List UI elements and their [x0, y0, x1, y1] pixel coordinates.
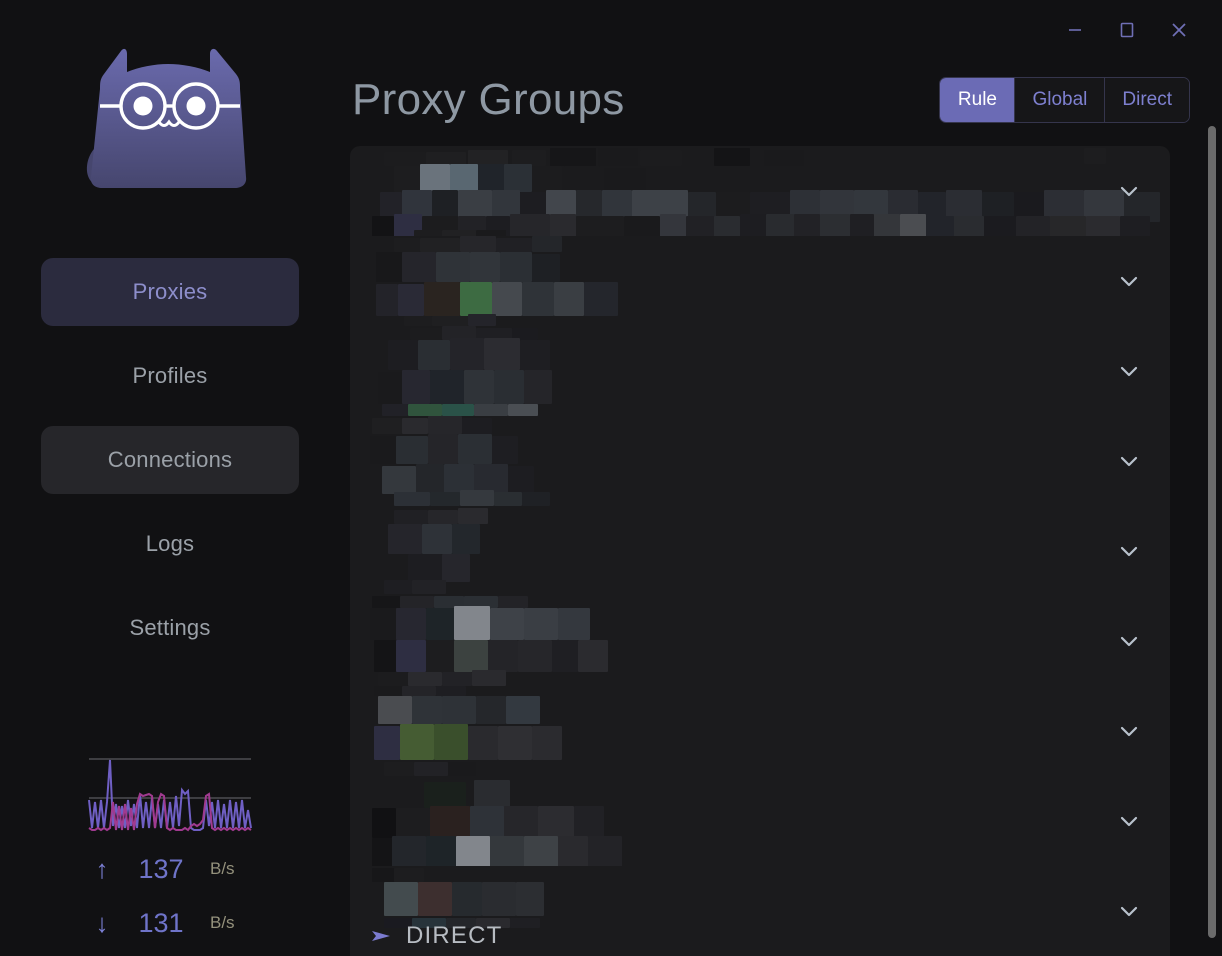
- arrow-down-icon: ↓: [95, 908, 109, 938]
- sidebar-item-label: Proxies: [132, 279, 208, 304]
- proxy-group-row[interactable]: [350, 236, 1170, 326]
- vertical-scrollbar[interactable]: [1208, 120, 1216, 950]
- proxy-group-row[interactable]: [350, 776, 1170, 866]
- proxy-group-row[interactable]: [350, 596, 1170, 686]
- sidebar-item-settings[interactable]: Settings: [41, 594, 299, 662]
- direct-proxy-label: DIRECT: [406, 922, 503, 949]
- proxy-group-row[interactable]: [350, 416, 1170, 506]
- sidebar-item-label: Settings: [129, 615, 211, 640]
- close-button[interactable]: [1156, 12, 1202, 48]
- app-logo: [60, 22, 280, 222]
- sidebar-item-logs[interactable]: Logs: [41, 510, 299, 578]
- chevron-down-icon[interactable]: [1116, 538, 1142, 564]
- sidebar-item-label: Logs: [145, 531, 195, 556]
- download-speed-value: 131: [138, 907, 184, 938]
- redacted-group-name: [350, 236, 1170, 326]
- page-header: Proxy Groups Rule Global Direct: [340, 58, 1222, 142]
- minimize-icon: [1069, 29, 1081, 31]
- redacted-group-name: [350, 686, 1170, 776]
- sidebar-item-profiles[interactable]: Profiles: [41, 342, 299, 410]
- mode-button-direct[interactable]: Direct: [1105, 78, 1189, 122]
- send-arrow-icon: [370, 925, 392, 947]
- chevron-down-icon[interactable]: [1116, 628, 1142, 654]
- traffic-panel: ↑ 137 B/s ↓ 131 B/s: [0, 750, 340, 950]
- proxy-group-row[interactable]: [350, 686, 1170, 776]
- window-titlebar: [340, 0, 1222, 60]
- traffic-download-row: ↓ 131 B/s: [80, 896, 260, 950]
- main-area: Proxy Groups Rule Global Direct DIRECT: [340, 0, 1222, 956]
- redacted-group-name: [350, 416, 1170, 506]
- mode-button-label: Rule: [957, 89, 997, 110]
- redacted-group-name: [350, 596, 1170, 686]
- direct-proxy-entry[interactable]: DIRECT: [370, 922, 503, 950]
- sidebar: Proxies Profiles Connections Logs Settin…: [0, 0, 340, 956]
- traffic-stats: ↑ 137 B/s ↓ 131 B/s: [80, 842, 260, 950]
- proxy-groups-list: DIRECT: [350, 146, 1170, 956]
- mode-button-rule[interactable]: Rule: [940, 78, 1016, 122]
- sidebar-item-label: Connections: [107, 447, 233, 472]
- upload-speed-value: 137: [138, 853, 184, 884]
- chevron-down-icon[interactable]: [1116, 718, 1142, 744]
- maximize-button[interactable]: [1104, 12, 1150, 48]
- traffic-upload-row: ↑ 137 B/s: [80, 842, 260, 896]
- proxy-mode-button-group: Rule Global Direct: [939, 77, 1190, 123]
- redacted-group-name: [350, 866, 1170, 956]
- page-title: Proxy Groups: [352, 75, 625, 124]
- redacted-group-name: [350, 146, 1170, 236]
- redacted-group-name: [350, 326, 1170, 416]
- clash-verge-cat-logo-icon: [86, 48, 247, 189]
- scrollbar-thumb[interactable]: [1208, 126, 1216, 938]
- sidebar-item-proxies[interactable]: Proxies: [41, 258, 299, 326]
- mode-button-label: Global: [1032, 89, 1088, 110]
- chevron-down-icon[interactable]: [1116, 178, 1142, 204]
- upload-speed-unit: B/s: [210, 859, 235, 878]
- sidebar-item-label: Profiles: [132, 363, 208, 388]
- proxy-group-row[interactable]: [350, 506, 1170, 596]
- proxy-group-row[interactable]: [350, 326, 1170, 416]
- proxy-group-row[interactable]: [350, 146, 1170, 236]
- sidebar-nav: Proxies Profiles Connections Logs Settin…: [41, 258, 299, 678]
- proxy-group-row[interactable]: DIRECT: [350, 866, 1170, 956]
- redacted-group-name: [350, 776, 1170, 866]
- chevron-down-icon[interactable]: [1116, 808, 1142, 834]
- maximize-icon: [1120, 22, 1134, 38]
- redacted-group-name: [350, 506, 1170, 596]
- chevron-down-icon[interactable]: [1116, 358, 1142, 384]
- chevron-down-icon[interactable]: [1116, 268, 1142, 294]
- minimize-button[interactable]: [1052, 12, 1098, 48]
- chevron-down-icon[interactable]: [1116, 448, 1142, 474]
- arrow-up-icon: ↑: [95, 854, 109, 884]
- mode-button-label: Direct: [1122, 89, 1172, 110]
- download-speed-unit: B/s: [210, 913, 235, 932]
- sidebar-item-connections[interactable]: Connections: [41, 426, 299, 494]
- traffic-sparkline-chart: [88, 758, 252, 832]
- close-icon: [1172, 23, 1186, 37]
- chevron-down-icon[interactable]: [1116, 898, 1142, 924]
- mode-button-global[interactable]: Global: [1015, 78, 1106, 122]
